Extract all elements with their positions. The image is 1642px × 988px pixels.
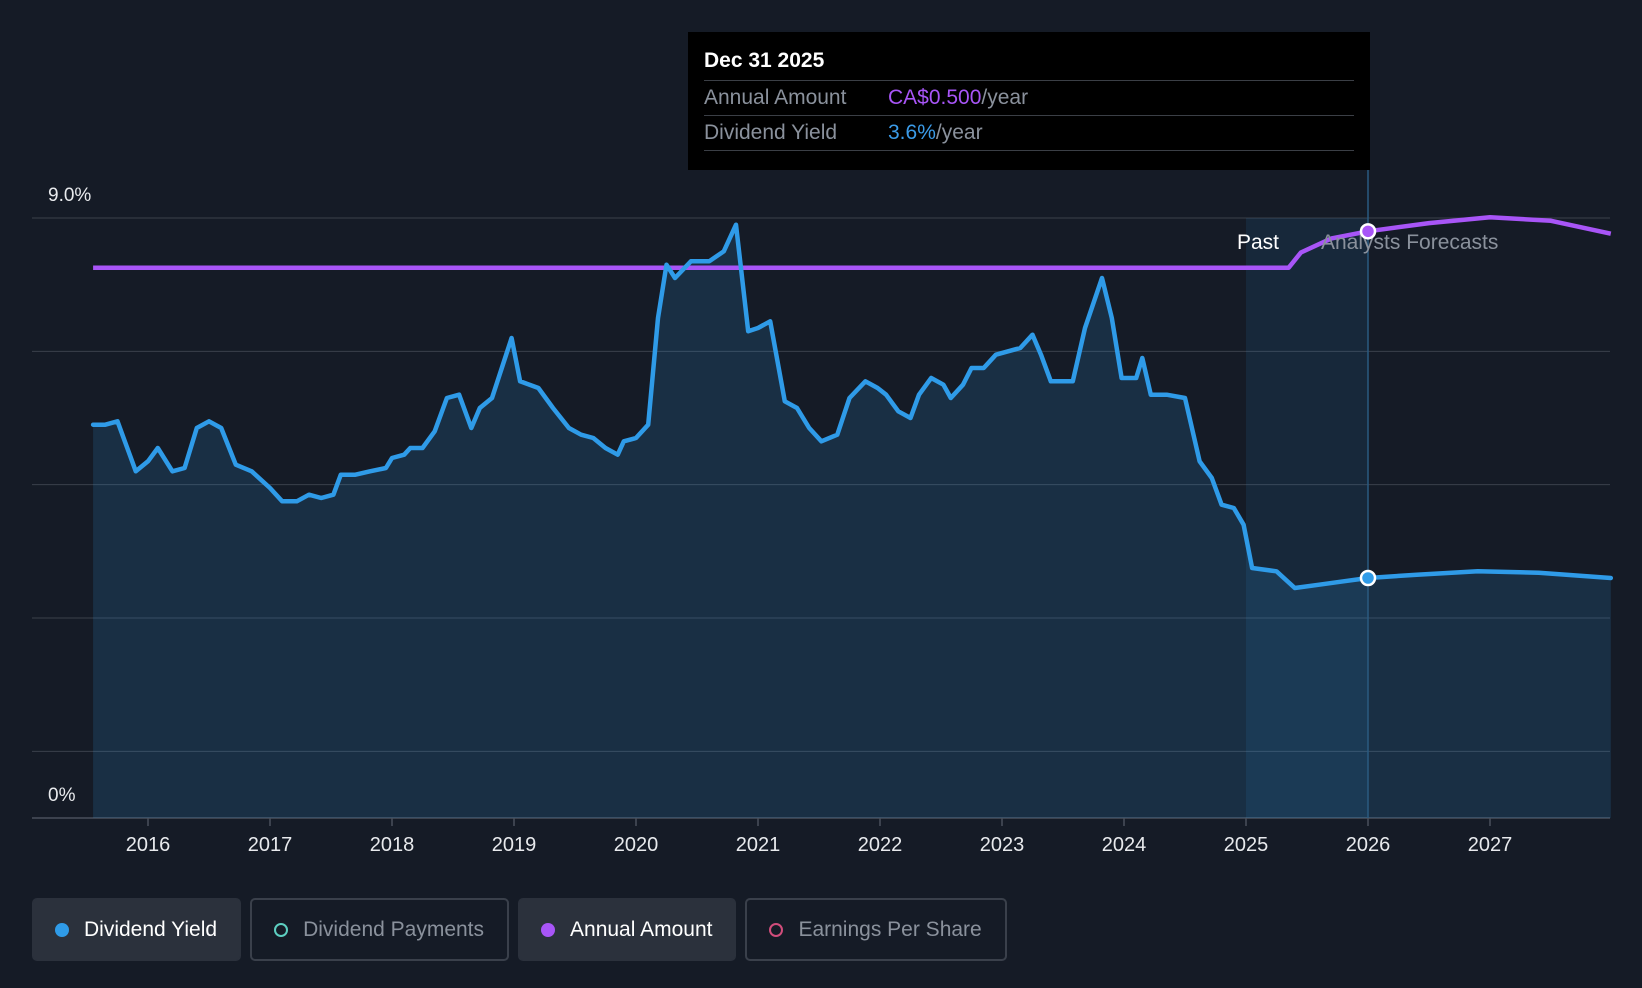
x-tick-label: 2019 <box>492 834 537 856</box>
legend-dividend-payments-button[interactable]: Dividend Payments <box>250 898 510 961</box>
x-tick-label: 2021 <box>736 834 781 856</box>
legend-label: Dividend Yield <box>84 917 218 941</box>
legend-label: Dividend Payments <box>303 917 485 941</box>
tooltip-label: Annual Amount <box>704 86 847 109</box>
gridlines <box>32 217 1610 819</box>
annual-amount-marker[interactable] <box>1359 223 1377 240</box>
x-axis: 2016 2017 2018 2019 2020 2021 2022 2023 2024 2025… <box>126 818 1513 856</box>
y-axis: 0% 9.0% <box>48 185 91 806</box>
tooltip-value: CA$0.500 <box>888 86 982 109</box>
x-tick-label: 2020 <box>614 834 659 856</box>
tooltip-value: 3.6% <box>888 121 936 144</box>
forecast-label: Analysts Forecasts <box>1321 231 1498 254</box>
tooltip-date: Dec 31 2025 <box>704 46 1354 81</box>
x-tick-label: 2022 <box>858 834 903 856</box>
past-label: Past <box>1237 231 1279 254</box>
x-tick-label: 2023 <box>980 834 1025 856</box>
x-tick-label: 2016 <box>126 834 171 856</box>
filled-dot-icon <box>55 922 69 937</box>
tooltip-label: Dividend Yield <box>704 121 838 144</box>
dividend-yield-line[interactable] <box>90 222 1614 591</box>
legend-dividend-yield-button[interactable]: Dividend Yield <box>32 898 242 961</box>
tooltip-row-annual-amount: Annual Amount CA$0.500/year <box>704 81 1354 116</box>
x-tick-label: 2026 <box>1346 834 1391 856</box>
hollow-dot-icon <box>769 922 784 937</box>
legend: Dividend Yield Dividend Payments Annual … <box>32 898 1007 961</box>
y-tick-label: 9.0% <box>48 185 91 206</box>
hollow-dot-icon <box>274 922 289 937</box>
tooltip-unit: /year <box>981 86 1029 109</box>
filled-dot-icon <box>541 922 556 937</box>
x-tick-label: 2025 <box>1224 834 1269 856</box>
tooltip-row-dividend-yield: Dividend Yield 3.6%/year <box>704 116 1354 151</box>
tooltip-unit: /year <box>935 121 983 144</box>
y-tick-label: 0% <box>48 785 76 806</box>
legend-earnings-per-share-button[interactable]: Earnings Per Share <box>745 898 1007 961</box>
x-tick-label: 2017 <box>248 834 293 856</box>
yield-area <box>93 224 1611 818</box>
legend-annual-amount-button[interactable]: Annual Amount <box>518 898 737 961</box>
x-tick-label: 2018 <box>370 834 415 856</box>
x-tick-label: 2027 <box>1468 834 1513 856</box>
x-tick-label: 2024 <box>1102 834 1147 856</box>
dividend-yield-marker[interactable] <box>1359 569 1377 587</box>
forecast-band <box>1246 218 1368 818</box>
legend-label: Earnings Per Share <box>798 917 982 941</box>
legend-label: Annual Amount <box>570 917 713 941</box>
tooltip: Dec 31 2025 Annual Amount CA$0.500/year D… <box>688 32 1370 170</box>
